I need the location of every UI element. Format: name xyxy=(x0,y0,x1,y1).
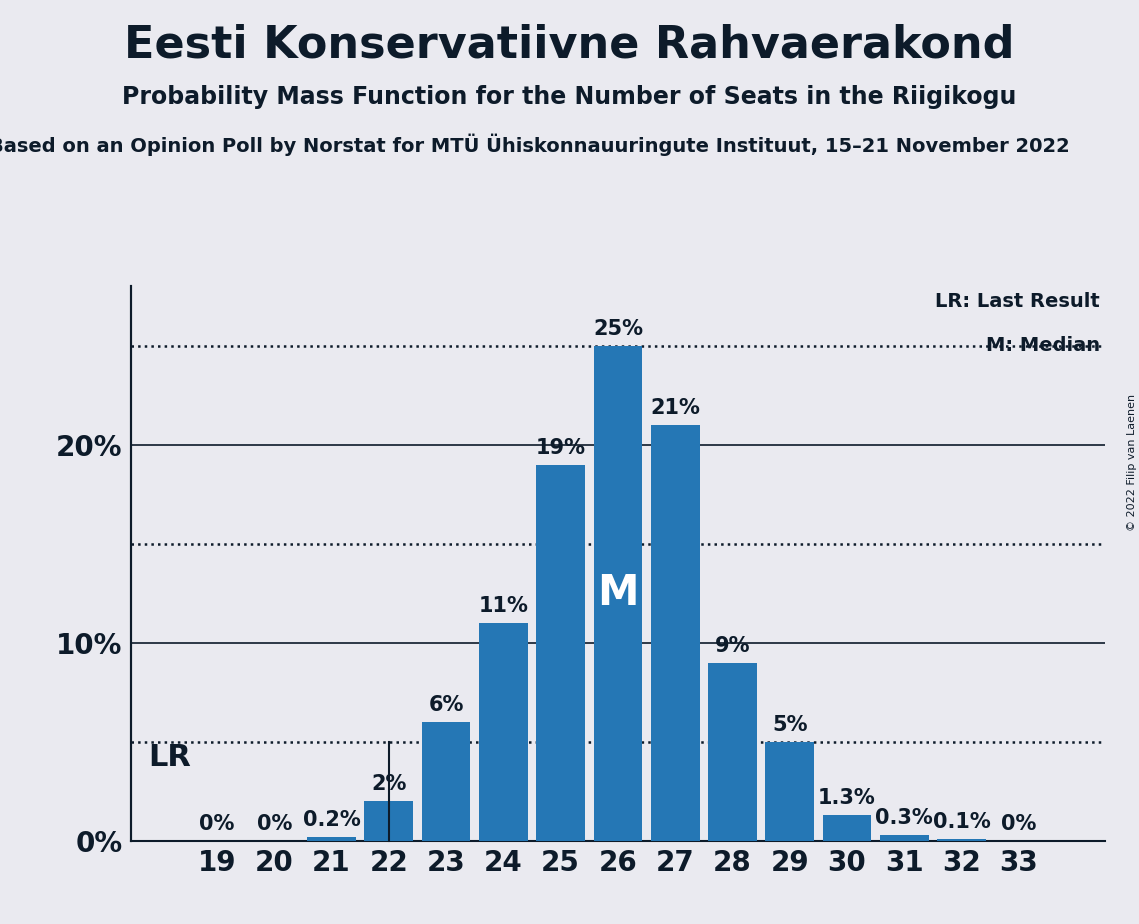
Bar xyxy=(536,465,585,841)
Bar xyxy=(364,801,413,841)
Text: 0%: 0% xyxy=(1001,814,1036,833)
Text: 21%: 21% xyxy=(650,398,700,418)
Text: 2%: 2% xyxy=(371,774,407,795)
Bar xyxy=(822,815,871,841)
Text: 0.2%: 0.2% xyxy=(303,810,360,830)
Text: 0.3%: 0.3% xyxy=(876,808,933,828)
Text: 0%: 0% xyxy=(256,814,292,833)
Bar xyxy=(421,722,470,841)
Text: LR: LR xyxy=(148,743,191,772)
Text: 25%: 25% xyxy=(593,319,642,339)
Text: 0%: 0% xyxy=(199,814,235,833)
Text: Eesti Konservatiivne Rahvaerakond: Eesti Konservatiivne Rahvaerakond xyxy=(124,23,1015,67)
Text: LR: Last Result: LR: Last Result xyxy=(935,292,1100,311)
Bar xyxy=(708,663,756,841)
Bar xyxy=(765,742,814,841)
Text: Based on an Opinion Poll by Norstat for MTÜ Ühiskonnauuringute Instituut, 15–21 : Based on an Opinion Poll by Norstat for … xyxy=(0,134,1070,156)
Bar xyxy=(650,425,699,841)
Text: M: Median: M: Median xyxy=(986,336,1100,356)
Text: 1.3%: 1.3% xyxy=(818,788,876,808)
Text: 9%: 9% xyxy=(715,636,751,656)
Text: 6%: 6% xyxy=(428,695,464,715)
Text: 19%: 19% xyxy=(535,438,585,457)
Bar xyxy=(480,623,527,841)
Bar xyxy=(593,346,642,841)
Text: Probability Mass Function for the Number of Seats in the Riigikogu: Probability Mass Function for the Number… xyxy=(122,85,1017,109)
Text: 0.1%: 0.1% xyxy=(933,812,991,832)
Bar xyxy=(880,835,928,841)
Text: 11%: 11% xyxy=(478,596,528,616)
Text: M: M xyxy=(597,572,639,614)
Bar xyxy=(937,839,986,841)
Bar xyxy=(308,837,355,841)
Text: © 2022 Filip van Laenen: © 2022 Filip van Laenen xyxy=(1126,394,1137,530)
Text: 5%: 5% xyxy=(772,715,808,735)
